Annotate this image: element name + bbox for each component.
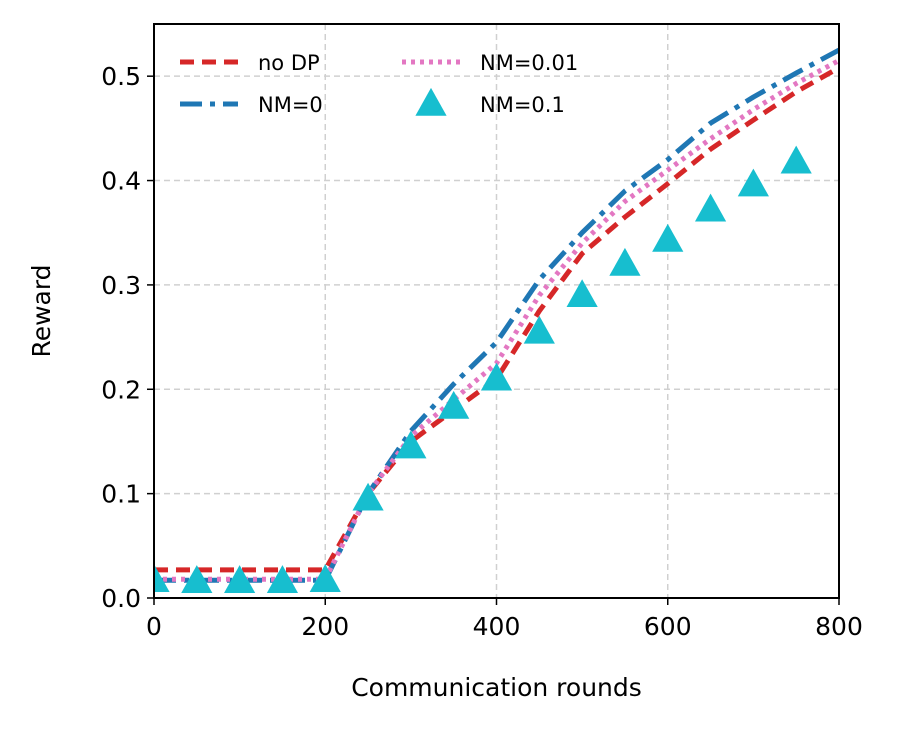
series-line — [154, 47, 839, 583]
y-axis-label: Reward — [27, 264, 56, 357]
legend-marker — [415, 87, 447, 116]
y-tick-label: 0.4 — [101, 167, 141, 196]
data-point — [652, 223, 684, 252]
data-point — [566, 279, 598, 308]
data-point — [154, 564, 170, 592]
legend-label: NM=0.1 — [480, 93, 565, 117]
data-point — [438, 390, 470, 419]
legend-item: no DP — [180, 51, 320, 75]
series-layer — [154, 47, 839, 594]
y-tick-label: 0.5 — [101, 62, 141, 91]
legend-item: NM=0.1 — [415, 87, 565, 117]
grid — [154, 24, 839, 598]
legend-label: NM=0 — [258, 93, 323, 117]
x-tick-label: 600 — [644, 612, 692, 641]
data-point — [737, 168, 769, 197]
y-tick-label: 0.1 — [101, 480, 141, 509]
legend-item: NM=0 — [180, 93, 323, 117]
legend-item: NM=0.01 — [402, 51, 578, 75]
ticks: 0 200 400 600 800 0.0 0.1 0.2 0.3 0.4 0.5 — [101, 62, 863, 641]
legend: no DP NM=0 NM=0.01 NM=0.1 — [180, 51, 578, 117]
x-tick-label: 400 — [473, 612, 521, 641]
y-tick-label: 0.3 — [101, 271, 141, 300]
x-tick-label: 200 — [301, 612, 349, 641]
data-point — [352, 482, 384, 511]
x-tick-label: 800 — [815, 612, 863, 641]
data-point — [523, 315, 555, 344]
legend-label: NM=0.01 — [480, 51, 578, 75]
data-point — [609, 247, 641, 276]
series-nm-0-1 — [154, 145, 812, 594]
data-point — [181, 565, 213, 594]
y-tick-label: 0.2 — [101, 375, 141, 404]
data-point — [309, 564, 341, 592]
series-line — [154, 65, 839, 573]
data-point — [224, 565, 256, 594]
data-point — [780, 145, 812, 174]
series-no-dp — [154, 65, 839, 573]
data-point — [480, 362, 513, 391]
series-nm-0 — [154, 47, 839, 583]
data-point — [266, 565, 299, 594]
x-axis-label: Communication rounds — [351, 673, 642, 702]
data-point — [395, 430, 427, 459]
legend-label: no DP — [258, 51, 320, 75]
data-point — [694, 193, 727, 222]
y-tick-label: 0.0 — [101, 584, 141, 613]
x-tick-label: 0 — [146, 612, 162, 641]
